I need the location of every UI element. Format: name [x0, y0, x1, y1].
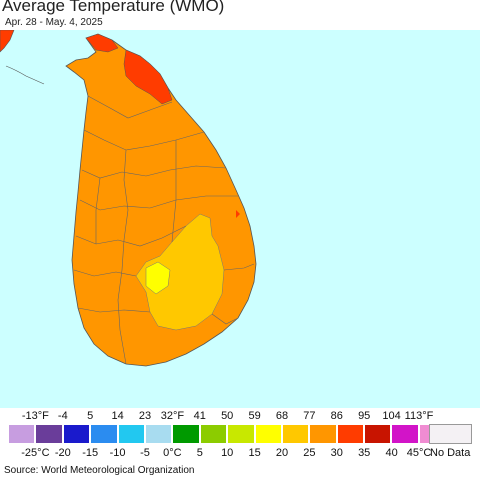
hot-region-jaffna — [85, 33, 119, 53]
legend-f-tick: 5 — [87, 410, 94, 422]
adams-bridge — [5, 65, 45, 85]
map-date-range: Apr. 28 - May. 4, 2025 — [5, 17, 103, 28]
legend-swatch — [62, 424, 91, 444]
legend-swatch — [309, 424, 337, 444]
legend-swatch — [336, 424, 365, 444]
legend-no-data-swatch — [429, 424, 472, 444]
legend-c-tick: 25 — [303, 447, 316, 459]
legend-c-tick: -20 — [54, 447, 71, 459]
hot-region-north — [123, 49, 173, 105]
legend-swatch — [90, 424, 118, 444]
legend-f-tick: -13°F — [21, 410, 49, 422]
legend-swatch — [144, 424, 173, 444]
legend-f-tick: 113°F — [404, 410, 434, 422]
legend-f-tick: 68 — [275, 410, 289, 422]
coastal-islet — [236, 210, 240, 218]
legend-f-tick: 32°F — [160, 410, 185, 422]
legend-c-tick: -10 — [109, 447, 126, 459]
legend-f-tick: 14 — [111, 410, 124, 422]
legend-c-tick: -5 — [140, 447, 150, 459]
legend-swatch — [391, 424, 419, 444]
highland-region — [135, 213, 225, 331]
map-area[interactable] — [0, 30, 480, 408]
india-coast — [0, 30, 15, 53]
legend-swatch — [199, 424, 228, 444]
legend-c-tick: 30 — [330, 447, 343, 459]
legend-c-tick: 0°C — [163, 447, 182, 459]
legend-c-tick: 20 — [275, 447, 289, 459]
legend-swatch — [254, 424, 282, 444]
legend-c-tick: 15 — [248, 447, 261, 459]
legend-swatch — [281, 424, 310, 444]
legend-f-tick: 77 — [303, 410, 316, 422]
legend-no-data-label: No Data — [430, 447, 471, 459]
district-borders — [73, 95, 255, 365]
map-title: Average Temperature (WMO) — [2, 0, 225, 15]
legend-c-tick: 35 — [358, 447, 371, 459]
legend-celsius-labels: -25°C -20 -15 -10 -5 0°C 5 10 15 20 25 30 35 40 45°C — [0, 447, 480, 461]
legend-f-tick: 59 — [248, 410, 261, 422]
legend-f-tick: -4 — [57, 410, 68, 422]
legend-swatch — [172, 424, 200, 444]
sri-lanka-map — [0, 30, 480, 408]
legend-swatch — [8, 424, 36, 444]
legend-swatch — [227, 424, 255, 444]
legend-c-tick: 45°C — [406, 447, 432, 459]
legend-fahrenheit-labels: -13°F -4 5 14 23 32°F 41 50 59 68 77 86 95 104 113°F — [0, 410, 480, 424]
legend-swatch — [117, 424, 145, 444]
legend-swatch — [364, 424, 392, 444]
legend-f-tick: 86 — [330, 410, 343, 422]
legend-f-tick: 23 — [138, 410, 152, 422]
legend-c-tick: 5 — [196, 447, 203, 459]
legend-c-tick: -25°C — [21, 447, 50, 459]
legend-f-tick: 50 — [221, 410, 234, 422]
highland-peak — [145, 261, 171, 295]
legend-f-tick: 41 — [193, 410, 206, 422]
legend-c-tick: 10 — [221, 447, 234, 459]
legend-c-tick: 40 — [385, 447, 398, 459]
source-credit: Source: World Meteorological Organizatio… — [4, 465, 195, 476]
legend-swatch — [35, 424, 63, 444]
legend-f-tick: 95 — [358, 410, 371, 422]
legend-color-bar — [8, 424, 447, 444]
legend-c-tick: -15 — [82, 447, 99, 459]
legend-f-tick: 104 — [382, 410, 401, 422]
